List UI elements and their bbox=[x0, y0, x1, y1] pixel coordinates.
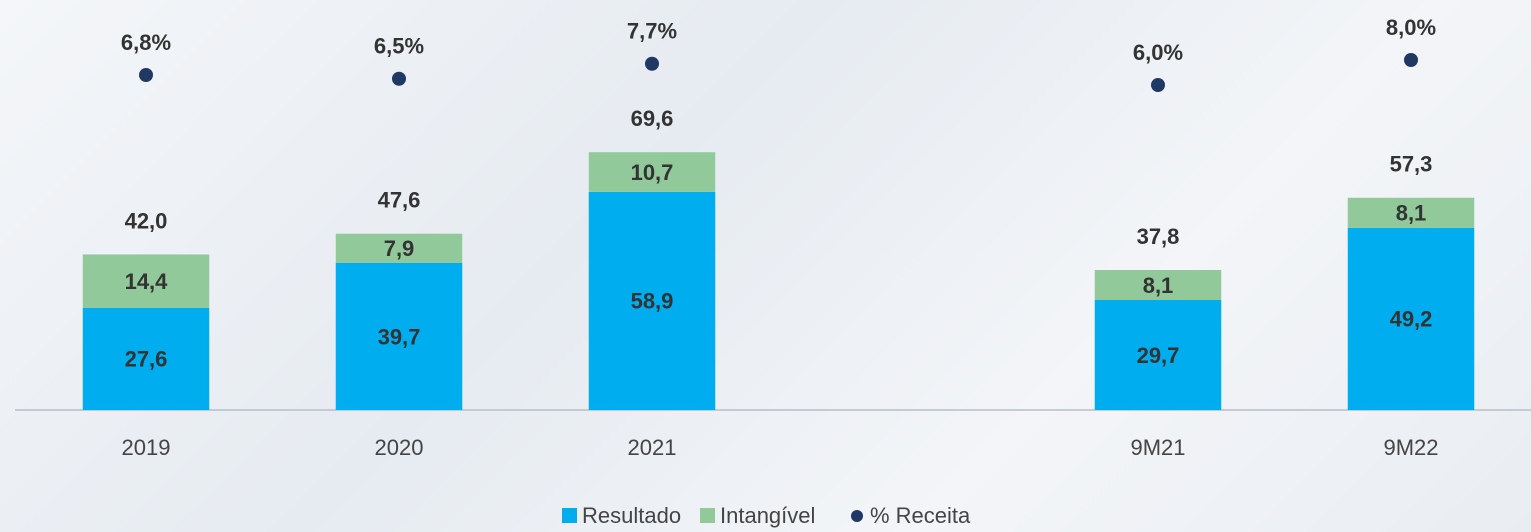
dot bbox=[139, 68, 153, 82]
data-label: 6,0% bbox=[1133, 40, 1183, 65]
legend-label: Intangível bbox=[720, 503, 815, 528]
data-label: 7,9 bbox=[384, 236, 415, 261]
data-label: 8,0% bbox=[1386, 15, 1436, 40]
dot bbox=[392, 71, 406, 86]
data-label: 8,1 bbox=[1396, 201, 1427, 226]
x-tick-label: 2019 bbox=[122, 435, 171, 460]
bar-segment bbox=[588, 191, 716, 410]
bar-segment bbox=[1347, 197, 1475, 228]
data-label: 49,2 bbox=[1390, 307, 1433, 332]
data-label: 6,5% bbox=[374, 34, 424, 59]
data-label: 58,9 bbox=[631, 289, 674, 314]
data-label: 14,4 bbox=[125, 269, 169, 294]
data-label: 6,8% bbox=[121, 30, 171, 55]
legend-label: % Receita bbox=[870, 503, 971, 528]
data-label: 10,7 bbox=[631, 160, 674, 185]
data-label: 39,7 bbox=[378, 324, 421, 349]
bar-segment bbox=[1347, 227, 1475, 410]
data-label: 29,7 bbox=[1137, 343, 1180, 368]
bar-segment bbox=[82, 307, 210, 410]
x-tick-label: 9M21 bbox=[1130, 435, 1185, 460]
legend-marker bbox=[851, 510, 863, 522]
legend-marker bbox=[700, 508, 715, 523]
x-tick-label: 9M22 bbox=[1383, 435, 1438, 460]
total-label: 57,3 bbox=[1390, 152, 1433, 177]
x-tick-label: 2021 bbox=[628, 435, 677, 460]
data-label: 8,1 bbox=[1143, 273, 1174, 298]
total-label: 69,6 bbox=[631, 106, 674, 131]
bar-segment bbox=[588, 152, 716, 192]
bar-segment bbox=[1094, 270, 1222, 300]
dot bbox=[1151, 78, 1165, 92]
legend-marker bbox=[562, 508, 577, 523]
bar-segment bbox=[82, 254, 210, 308]
bar-segment bbox=[1094, 300, 1222, 410]
data-label: 7,7% bbox=[627, 19, 677, 44]
dot bbox=[645, 56, 659, 71]
total-label: 47,6 bbox=[378, 188, 421, 213]
legend-label: Resultado bbox=[582, 503, 681, 528]
dot bbox=[1404, 53, 1418, 67]
bar-segment bbox=[335, 233, 463, 263]
bar-segment bbox=[335, 262, 463, 410]
data-label: 27,6 bbox=[125, 347, 168, 372]
total-label: 37,8 bbox=[1137, 224, 1180, 249]
total-label: 42,0 bbox=[125, 208, 168, 233]
x-tick-label: 2020 bbox=[375, 435, 424, 460]
